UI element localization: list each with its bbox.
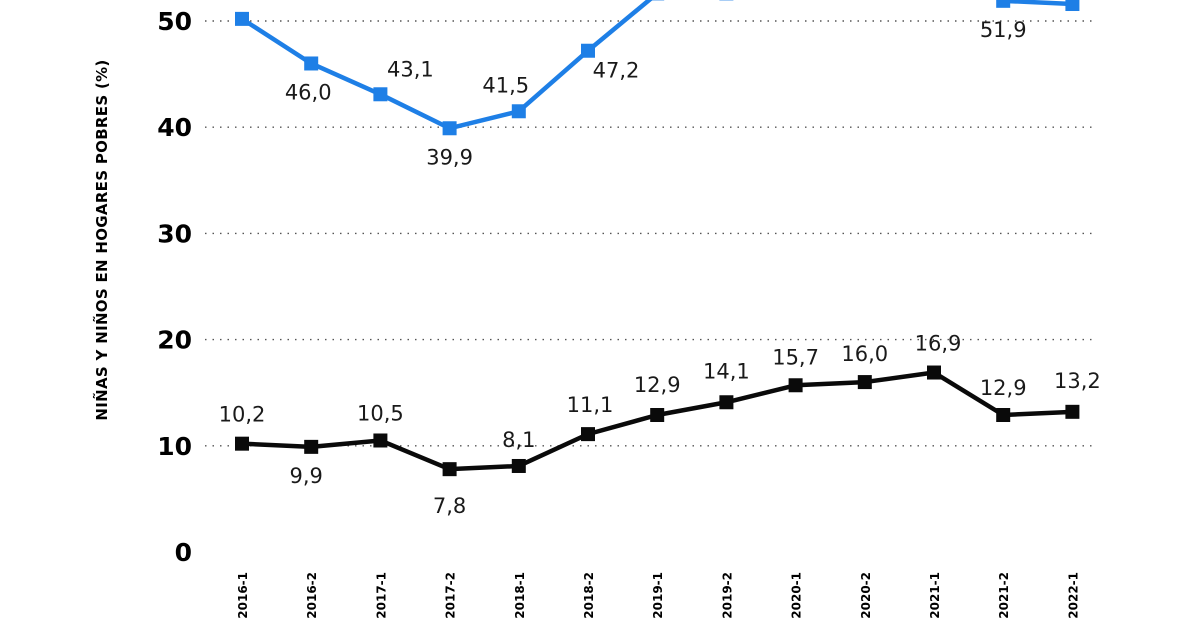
data-point-marker xyxy=(511,458,526,473)
x-tick-label: 2018-2 xyxy=(582,572,596,619)
x-tick-label: 2017-2 xyxy=(444,572,458,619)
data-label: 10,2 xyxy=(219,403,266,427)
data-point-marker xyxy=(719,395,734,410)
series-line xyxy=(240,0,653,131)
x-tick-label: 2017-1 xyxy=(374,572,388,619)
data-labels: 50,2 46,0 43,1 39,9 41,5 47,2 51,9 10,2 9,9 10,5 7… xyxy=(219,0,1101,518)
series-lines xyxy=(235,0,1080,477)
data-point-marker xyxy=(927,365,941,380)
y-tick-label: 40 xyxy=(157,113,192,142)
x-tick-label: 2016-1 xyxy=(236,572,250,619)
data-point-marker xyxy=(788,378,803,393)
data-label: 7,8 xyxy=(433,494,466,518)
data-label: 12,9 xyxy=(634,373,681,397)
data-point-marker xyxy=(373,433,388,448)
data-point-marker xyxy=(442,121,457,136)
data-label: 8,1 xyxy=(502,428,535,452)
x-tick-label: 2021-2 xyxy=(997,572,1011,619)
data-point-marker xyxy=(304,56,319,71)
x-tick-label: 2022-1 xyxy=(1066,572,1080,619)
data-label: 43,1 xyxy=(387,57,434,81)
data-label: 12,9 xyxy=(980,376,1027,400)
data-point-marker xyxy=(1065,0,1080,12)
data-label: 41,5 xyxy=(482,73,529,97)
y-tick-label: 10 xyxy=(157,432,192,461)
data-label: 13,2 xyxy=(1054,369,1101,393)
data-label: 10,5 xyxy=(357,401,404,425)
data-label: 16,9 xyxy=(915,332,962,356)
data-point-marker xyxy=(1065,404,1080,419)
y-tick-label: 0 xyxy=(175,538,192,567)
data-label: 51,9 xyxy=(980,18,1027,42)
x-tick-label: 2020-1 xyxy=(790,572,804,619)
data-label: 11,1 xyxy=(567,393,614,417)
data-point-marker xyxy=(511,104,526,119)
data-label: 39,9 xyxy=(426,145,473,169)
y-tick-label: 30 xyxy=(157,219,192,248)
x-tick-label: 2019-1 xyxy=(651,572,665,619)
x-tick-label: 2018-1 xyxy=(513,572,527,619)
data-point-marker xyxy=(581,427,595,442)
data-label: 14,1 xyxy=(703,359,750,383)
data-point-marker xyxy=(442,462,457,477)
data-label: 50,2 xyxy=(219,0,266,2)
x-axis-ticks: 2016-1 2016-2 2017-1 2017-2 2018-1 2018-2 2019… xyxy=(236,572,1080,619)
data-label: 9,9 xyxy=(289,464,322,488)
series-0 xyxy=(235,0,1080,136)
data-label: 47,2 xyxy=(593,59,640,83)
data-point-marker xyxy=(857,375,872,390)
y-tick-label: 20 xyxy=(157,326,192,355)
data-label: 46,0 xyxy=(285,80,332,104)
data-point-marker xyxy=(581,43,595,58)
data-point-marker xyxy=(235,11,249,26)
y-axis-label: NIÑAS Y NIÑOS EN HOGARES POBRES (%) xyxy=(92,59,111,420)
data-point-marker xyxy=(373,87,388,102)
series-1 xyxy=(235,365,1080,477)
x-tick-label: 2019-2 xyxy=(720,572,734,619)
x-tick-label: 2021-1 xyxy=(928,572,942,619)
data-label: 15,7 xyxy=(772,345,819,369)
y-axis-ticks: 0 10 20 30 40 50 xyxy=(157,7,192,567)
data-point-marker xyxy=(996,408,1011,423)
data-label: 16,0 xyxy=(841,342,888,366)
data-point-marker xyxy=(650,408,665,423)
x-tick-label: 2020-2 xyxy=(859,572,873,619)
data-point-marker xyxy=(996,0,1011,8)
y-tick-label: 50 xyxy=(157,7,192,36)
series-line xyxy=(1003,0,1073,7)
data-point-marker xyxy=(304,439,319,454)
data-point-marker xyxy=(235,436,249,451)
x-tick-label: 2016-2 xyxy=(305,572,319,619)
